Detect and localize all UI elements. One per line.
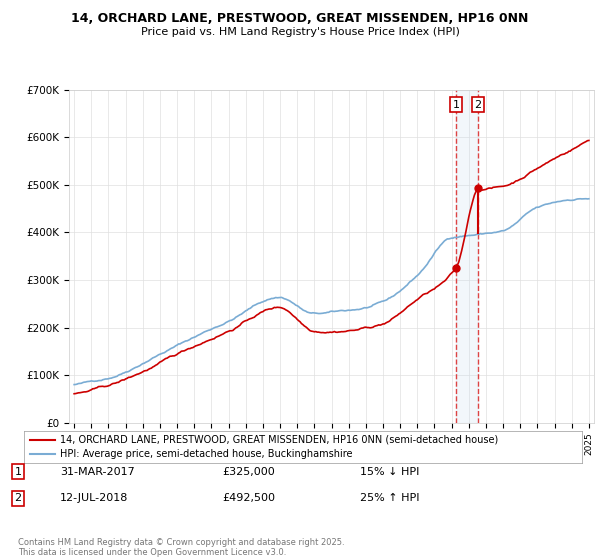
- Text: 14, ORCHARD LANE, PRESTWOOD, GREAT MISSENDEN, HP16 0NN (semi-detached house): 14, ORCHARD LANE, PRESTWOOD, GREAT MISSE…: [60, 435, 499, 445]
- Text: 15% ↓ HPI: 15% ↓ HPI: [360, 466, 419, 477]
- Text: 2: 2: [475, 100, 482, 110]
- Text: 1: 1: [14, 466, 22, 477]
- Text: HPI: Average price, semi-detached house, Buckinghamshire: HPI: Average price, semi-detached house,…: [60, 449, 353, 459]
- Text: 1: 1: [452, 100, 460, 110]
- Text: 12-JUL-2018: 12-JUL-2018: [60, 493, 128, 503]
- Bar: [456, 90, 478, 423]
- Text: Price paid vs. HM Land Registry's House Price Index (HPI): Price paid vs. HM Land Registry's House …: [140, 27, 460, 37]
- Text: 25% ↑ HPI: 25% ↑ HPI: [360, 493, 419, 503]
- Text: 2: 2: [14, 493, 22, 503]
- Text: 14, ORCHARD LANE, PRESTWOOD, GREAT MISSENDEN, HP16 0NN: 14, ORCHARD LANE, PRESTWOOD, GREAT MISSE…: [71, 12, 529, 25]
- Text: Contains HM Land Registry data © Crown copyright and database right 2025.
This d: Contains HM Land Registry data © Crown c…: [18, 538, 344, 557]
- Text: £492,500: £492,500: [222, 493, 275, 503]
- Text: 31-MAR-2017: 31-MAR-2017: [60, 466, 135, 477]
- Text: £325,000: £325,000: [222, 466, 275, 477]
